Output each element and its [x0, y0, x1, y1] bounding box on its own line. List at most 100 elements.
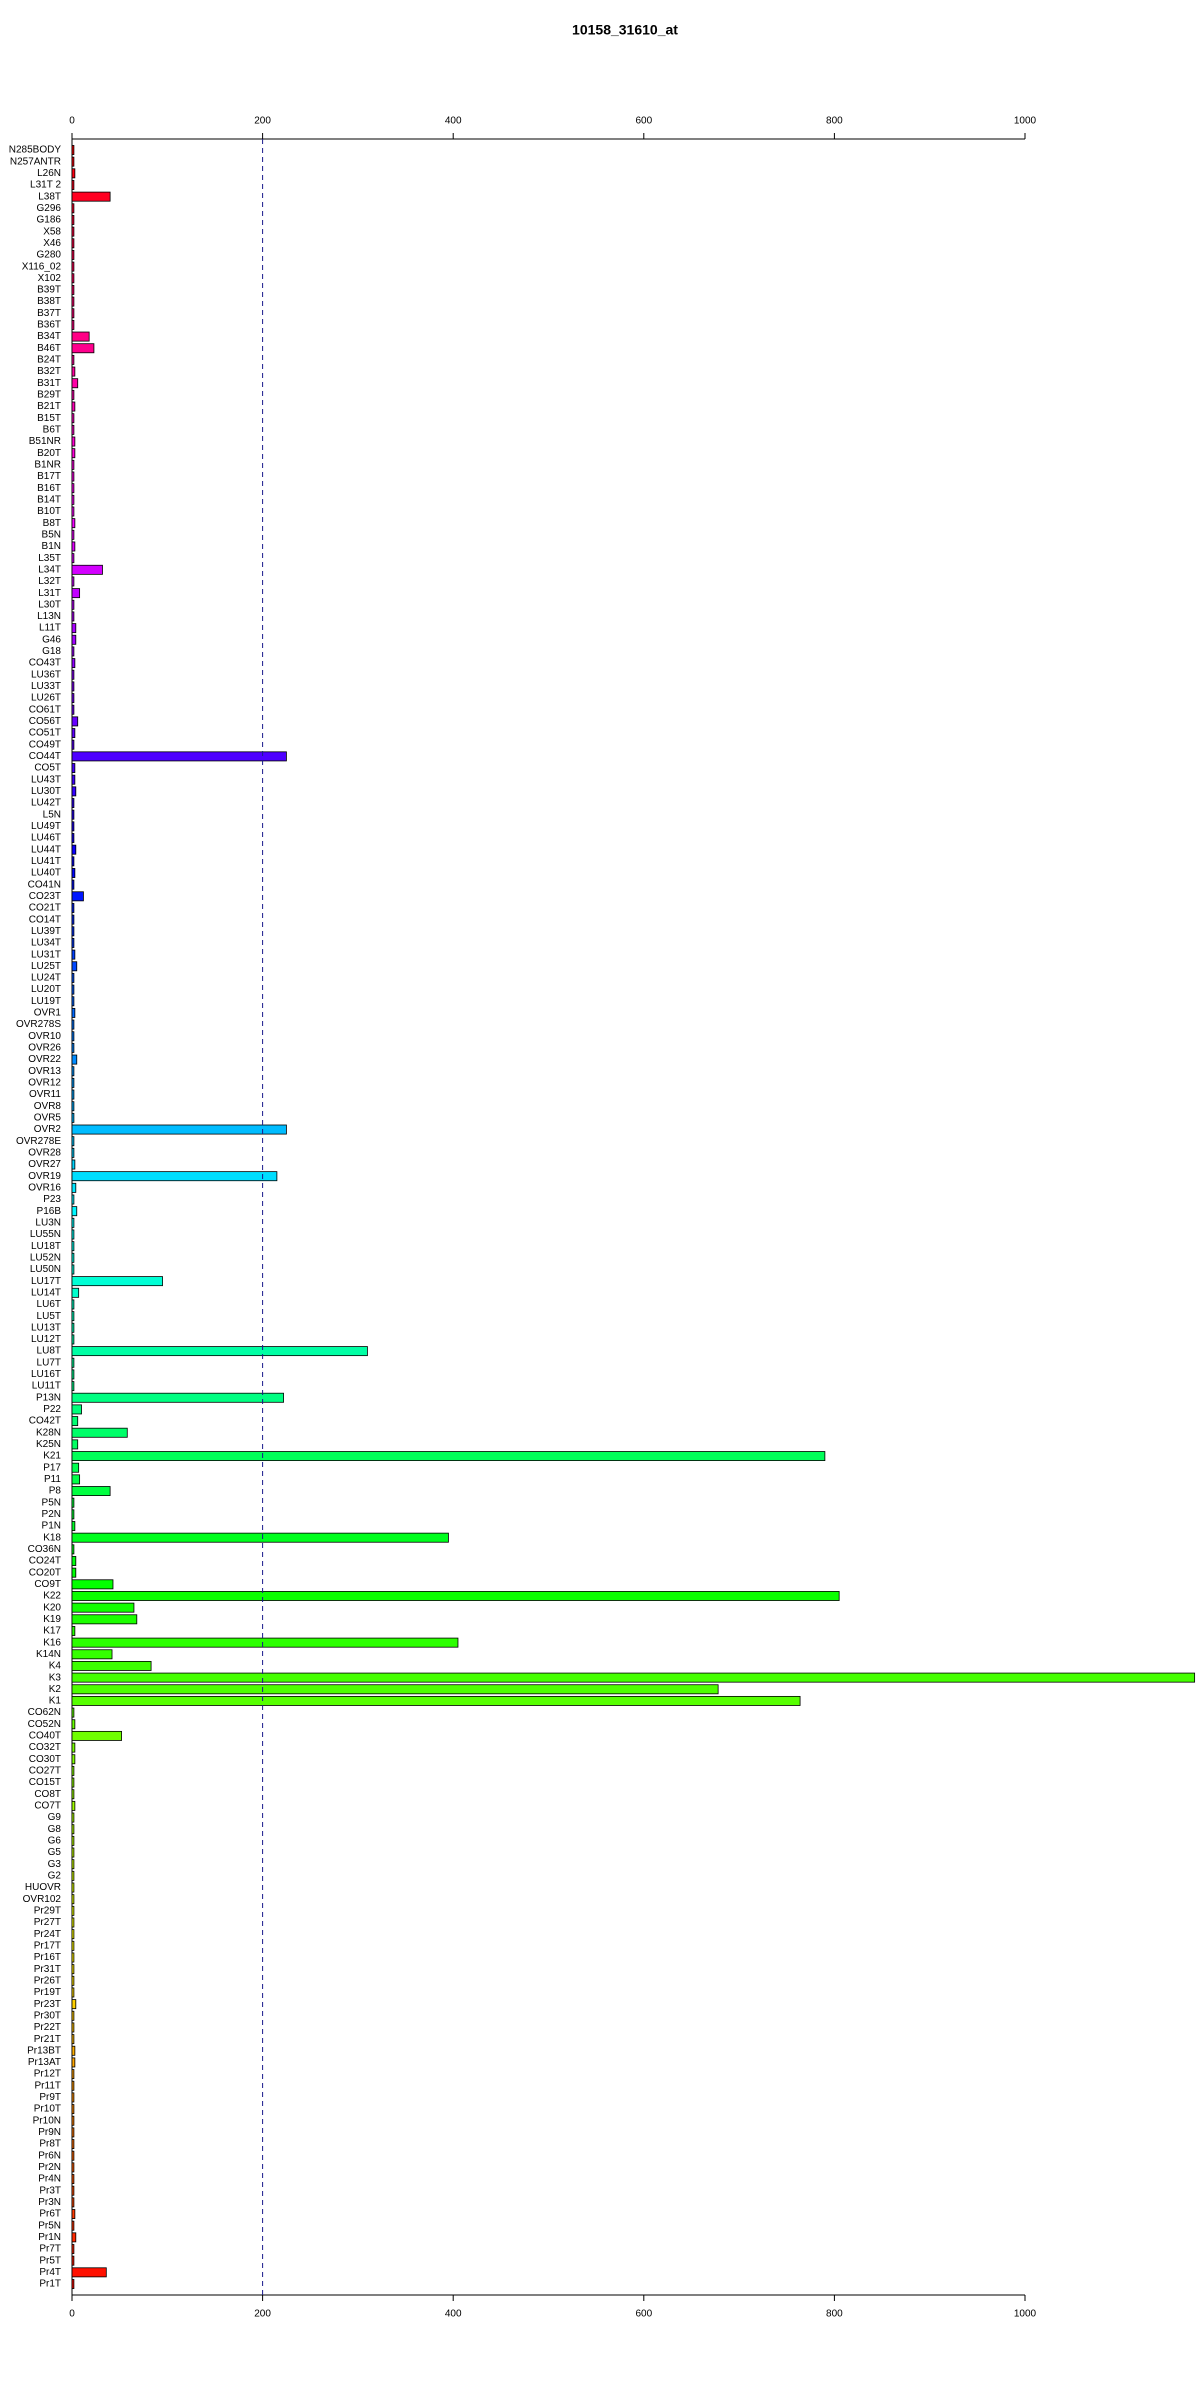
- bar: [71, 1882, 75, 1893]
- x-tick-label: 800: [826, 116, 843, 127]
- y-tick-label: B20T: [37, 448, 61, 459]
- bar: [71, 261, 75, 272]
- y-tick-label: Pr4N: [38, 2174, 61, 2185]
- y-tick-label: B29T: [37, 390, 61, 401]
- y-tick-label: L30T: [38, 599, 61, 610]
- bar: [71, 401, 76, 412]
- bar: [71, 1311, 75, 1322]
- bar: [71, 1264, 75, 1275]
- bar: [71, 1614, 138, 1625]
- y-tick-label: G8: [48, 1824, 62, 1835]
- bar: [71, 1626, 76, 1636]
- y-tick-label: P5N: [42, 1497, 61, 1508]
- y-tick-label: K18: [43, 1532, 61, 1543]
- bar: [71, 1812, 75, 1823]
- y-tick-label: L31T 2: [30, 180, 61, 191]
- y-tick-label: Pr9N: [38, 2127, 61, 2138]
- bar: [71, 646, 75, 657]
- y-tick-label: G280: [37, 250, 62, 261]
- y-tick-label: LU33T: [31, 681, 61, 692]
- bar: [71, 1287, 80, 1298]
- y-tick-label: CO23T: [29, 891, 61, 902]
- y-tick-label: G6: [48, 1836, 62, 1847]
- bar: [71, 564, 103, 575]
- y-tick-label: LU20T: [31, 984, 61, 995]
- bar: [71, 821, 75, 832]
- y-tick-label: LU26T: [31, 693, 61, 704]
- y-tick-label: OVR278S: [16, 1019, 61, 1030]
- y-tick-label: L5N: [43, 809, 61, 820]
- bar: [71, 1252, 75, 1263]
- bar: [71, 658, 76, 669]
- y-tick-label: G2: [48, 1870, 62, 1881]
- bar: [71, 1486, 111, 1496]
- bar: [71, 1171, 278, 1182]
- y-tick-label: Pr10T: [34, 2104, 61, 2115]
- y-tick-label: LU8T: [37, 1346, 61, 1357]
- bar: [71, 2279, 75, 2289]
- bar: [71, 2034, 75, 2045]
- y-tick-label: B51NR: [29, 436, 61, 447]
- y-tick-label: B37T: [37, 308, 61, 319]
- y-tick-label: Pr30T: [34, 2010, 61, 2021]
- y-tick-label: LU19T: [31, 996, 61, 1007]
- y-tick-label: B36T: [37, 320, 61, 331]
- bar: [71, 1206, 78, 1217]
- bar: [71, 2232, 77, 2243]
- bar: [71, 424, 75, 435]
- y-tick-label: K4: [49, 1661, 62, 1672]
- y-tick-label: X58: [43, 226, 61, 237]
- y-tick-label: G18: [42, 646, 61, 657]
- y-tick-label: B8T: [43, 518, 61, 529]
- bar: [71, 1346, 368, 1357]
- y-tick-label: L32T: [38, 576, 61, 587]
- y-tick-label: B17T: [37, 471, 61, 482]
- bar: [71, 529, 75, 540]
- bar: [71, 2104, 75, 2115]
- y-tick-label: B6T: [43, 425, 61, 436]
- bar: [71, 1217, 75, 1228]
- y-tick-label: Pr13BT: [27, 2045, 61, 2056]
- y-tick-label: CO49T: [29, 739, 61, 750]
- bar: [71, 844, 77, 855]
- y-tick-label: CO21T: [29, 903, 61, 914]
- y-tick-label: OVR2: [34, 1124, 62, 1135]
- bar: [71, 1894, 75, 1905]
- bar: [71, 623, 77, 634]
- y-tick-label: B31T: [37, 378, 61, 389]
- bar: [71, 1066, 75, 1077]
- bar: [71, 576, 75, 587]
- y-tick-label: L38T: [38, 191, 61, 202]
- y-tick-label: OVR102: [23, 1894, 62, 1905]
- bar: [71, 1439, 79, 1450]
- x-tick-label: 400: [445, 2309, 462, 2320]
- y-tick-label: CO30T: [29, 1754, 61, 1765]
- y-tick-label: Pr13AT: [28, 2057, 61, 2068]
- y-tick-label: LU7T: [37, 1357, 61, 1368]
- y-tick-label: LU24T: [31, 973, 61, 984]
- bar: [71, 1427, 128, 1438]
- bar: [71, 2209, 76, 2219]
- y-tick-label: OVR5: [34, 1113, 62, 1124]
- bar: [71, 1031, 75, 1042]
- y-tick-label: LU31T: [31, 949, 61, 960]
- y-tick-label: LU49T: [31, 821, 61, 832]
- y-tick-label: G186: [37, 215, 62, 226]
- bar: [71, 2139, 75, 2150]
- y-tick-label: B14T: [37, 494, 61, 505]
- bar: [71, 494, 75, 505]
- bar: [71, 1392, 284, 1403]
- y-tick-label: P23: [43, 1194, 61, 1205]
- bar: [71, 1917, 75, 1928]
- y-tick-label: OVR16: [28, 1182, 61, 1193]
- bar: [71, 1695, 801, 1706]
- y-tick-label: CO62N: [28, 1707, 61, 1718]
- bar: [71, 763, 76, 773]
- y-tick-label: Pr11T: [35, 2080, 62, 2091]
- bar: [71, 2092, 75, 2103]
- bar: [71, 1929, 75, 1940]
- bar: [71, 693, 75, 704]
- y-tick-label: X46: [43, 238, 61, 249]
- bar: [71, 774, 76, 785]
